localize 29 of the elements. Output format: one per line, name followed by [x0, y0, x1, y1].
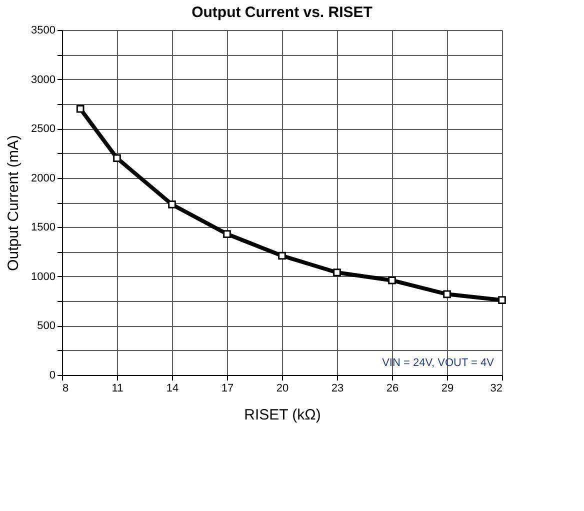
point — [223, 230, 231, 238]
point — [443, 290, 451, 298]
x-tick-label: 32 — [490, 382, 502, 394]
point — [168, 200, 176, 208]
x-tick-label: 26 — [386, 382, 399, 394]
x-tick-label: 20 — [276, 382, 289, 394]
point — [388, 276, 396, 284]
x-tick-label: 29 — [441, 382, 454, 394]
point — [76, 104, 84, 113]
x-tick-label: 23 — [331, 382, 344, 394]
x-tick-label: 8 — [62, 382, 69, 394]
point — [498, 296, 506, 304]
y-tick-label: 0 — [49, 370, 56, 382]
x-tick-label: 17 — [221, 382, 234, 394]
y-tick-label: 2000 — [31, 172, 56, 184]
y-axis-title: Output Current (mA) — [5, 135, 22, 271]
x-axis-title: RISET (kΩ) — [244, 406, 321, 424]
y-tick-label: 3500 — [31, 24, 56, 36]
point — [278, 252, 286, 260]
chart-title: Output Current vs. RISET — [192, 4, 372, 21]
y-tick-label: 2500 — [31, 123, 56, 136]
x-tick-label: 14 — [166, 382, 179, 394]
x-tick-label: 11 — [112, 382, 124, 394]
y-tick-label: 500 — [37, 320, 56, 332]
point — [333, 268, 341, 276]
y-tick-label: 3000 — [31, 74, 56, 86]
y-tick-label: 1500 — [31, 222, 56, 234]
point — [113, 154, 121, 162]
y-tick-label: 1000 — [31, 270, 56, 283]
